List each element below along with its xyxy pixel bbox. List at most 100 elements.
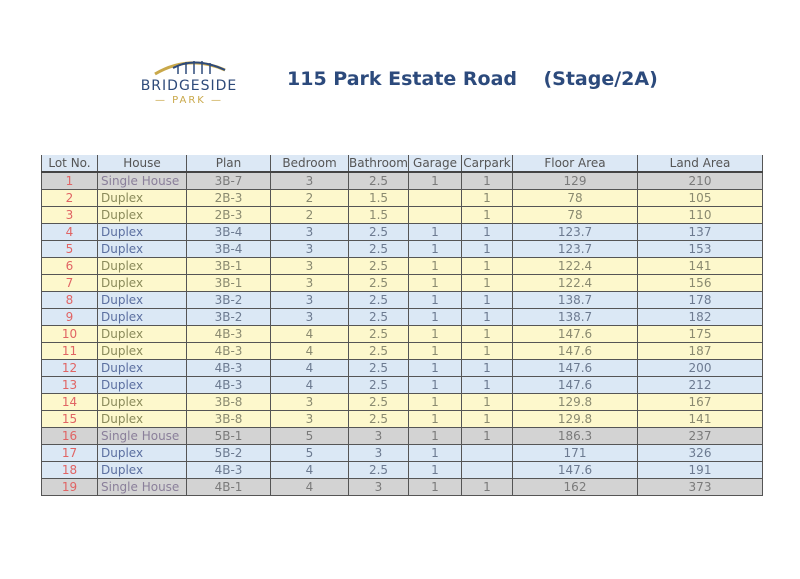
plan-cell: 3B-4: [186, 240, 271, 258]
land-area-cell: 175: [637, 325, 763, 343]
plan-cell: 3B-1: [186, 257, 271, 275]
table-row: 10 Duplex 4B-3 4 2.5 1 1 147.6 175: [41, 325, 763, 343]
house-cell: Duplex: [97, 189, 187, 207]
carpark-cell: 1: [461, 427, 513, 445]
bathroom-cell: 1.5: [348, 189, 409, 207]
plan-cell: 4B-3: [186, 342, 271, 360]
bedroom-cell: 2: [270, 206, 349, 224]
bedroom-cell: 3: [270, 171, 349, 190]
carpark-cell: 1: [461, 359, 513, 377]
bathroom-cell: 3: [348, 444, 409, 462]
lot-cell: 18: [41, 461, 98, 479]
bedroom-cell: 3: [270, 308, 349, 326]
table-row: 9 Duplex 3B-2 3 2.5 1 1 138.7 182: [41, 308, 763, 326]
plan-cell: 3B-1: [186, 274, 271, 292]
floor-area-cell: 138.7: [512, 291, 638, 309]
bathroom-cell: 2.5: [348, 171, 409, 190]
bathroom-cell: 2.5: [348, 291, 409, 309]
floor-area-cell: 147.6: [512, 359, 638, 377]
lot-cell: 7: [41, 274, 98, 292]
bathroom-cell: 2.5: [348, 240, 409, 258]
carpark-cell: [461, 444, 513, 462]
lot-table: Lot No. House Plan Bedroom Bathroom Garage Car…: [41, 155, 763, 496]
lot-cell: 15: [41, 410, 98, 428]
plan-cell: 2B-3: [186, 189, 271, 207]
lot-cell: 2: [41, 189, 98, 207]
bedroom-cell: 4: [270, 359, 349, 377]
bathroom-cell: 2.5: [348, 393, 409, 411]
floor-area-cell: 78: [512, 189, 638, 207]
garage-cell: 1: [408, 308, 462, 326]
house-cell: Duplex: [97, 308, 187, 326]
land-area-cell: 178: [637, 291, 763, 309]
house-cell: Duplex: [97, 274, 187, 292]
floor-area-cell: 122.4: [512, 274, 638, 292]
carpark-cell: 1: [461, 478, 513, 496]
house-cell: Duplex: [97, 257, 187, 275]
carpark-cell: 1: [461, 240, 513, 258]
bathroom-cell: 2.5: [348, 308, 409, 326]
floor-area-cell: 129.8: [512, 410, 638, 428]
column-header: Land Area: [637, 155, 763, 173]
column-header: Bedroom: [270, 155, 349, 173]
carpark-cell: 1: [461, 189, 513, 207]
plan-cell: 2B-3: [186, 206, 271, 224]
floor-area-cell: 147.6: [512, 376, 638, 394]
logo-subtitle: — PARK —: [154, 95, 224, 106]
plan-cell: 4B-3: [186, 376, 271, 394]
plan-cell: 3B-8: [186, 393, 271, 411]
land-area-cell: 156: [637, 274, 763, 292]
land-area-cell: 182: [637, 308, 763, 326]
column-header: House: [97, 155, 187, 173]
bathroom-cell: 2.5: [348, 257, 409, 275]
carpark-cell: 1: [461, 393, 513, 411]
column-header: Garage: [408, 155, 462, 173]
table-row: 8 Duplex 3B-2 3 2.5 1 1 138.7 178: [41, 291, 763, 309]
garage-cell: [408, 206, 462, 224]
carpark-cell: 1: [461, 257, 513, 275]
bedroom-cell: 4: [270, 461, 349, 479]
table-row: 2 Duplex 2B-3 2 1.5 1 78 105: [41, 189, 763, 207]
house-cell: Single House: [97, 478, 187, 496]
garage-cell: 1: [408, 461, 462, 479]
garage-cell: 1: [408, 478, 462, 496]
bathroom-cell: 3: [348, 478, 409, 496]
bedroom-cell: 4: [270, 376, 349, 394]
bedroom-cell: 3: [270, 257, 349, 275]
column-header: Lot No.: [41, 155, 98, 173]
lot-cell: 10: [41, 325, 98, 343]
carpark-cell: 1: [461, 171, 513, 190]
table-row: 18 Duplex 4B-3 4 2.5 1 147.6 191: [41, 461, 763, 479]
house-cell: Duplex: [97, 393, 187, 411]
table-row: 17 Duplex 5B-2 5 3 1 171 326: [41, 444, 763, 462]
bedroom-cell: 3: [270, 274, 349, 292]
land-area-cell: 200: [637, 359, 763, 377]
column-header: Carpark: [461, 155, 513, 173]
garage-cell: 1: [408, 444, 462, 462]
garage-cell: 1: [408, 325, 462, 343]
bedroom-cell: 3: [270, 240, 349, 258]
bathroom-cell: 2.5: [348, 359, 409, 377]
garage-cell: 1: [408, 274, 462, 292]
house-cell: Single House: [97, 427, 187, 445]
garage-cell: 1: [408, 393, 462, 411]
table-row: 4 Duplex 3B-4 3 2.5 1 1 123.7 137: [41, 223, 763, 241]
floor-area-cell: 129: [512, 171, 638, 190]
plan-cell: 4B-1: [186, 478, 271, 496]
house-cell: Duplex: [97, 342, 187, 360]
floor-area-cell: 147.6: [512, 461, 638, 479]
floor-area-cell: 186.3: [512, 427, 638, 445]
garage-cell: 1: [408, 257, 462, 275]
floor-area-cell: 147.6: [512, 325, 638, 343]
garage-cell: 1: [408, 240, 462, 258]
house-cell: Duplex: [97, 223, 187, 241]
lot-cell: 6: [41, 257, 98, 275]
floor-area-cell: 171: [512, 444, 638, 462]
carpark-cell: 1: [461, 206, 513, 224]
table-row: 14 Duplex 3B-8 3 2.5 1 1 129.8 167: [41, 393, 763, 411]
carpark-cell: 1: [461, 410, 513, 428]
floor-area-cell: 123.7: [512, 223, 638, 241]
table-row: 3 Duplex 2B-3 2 1.5 1 78 110: [41, 206, 763, 224]
garage-cell: 1: [408, 223, 462, 241]
column-header: Bathroom: [348, 155, 409, 173]
